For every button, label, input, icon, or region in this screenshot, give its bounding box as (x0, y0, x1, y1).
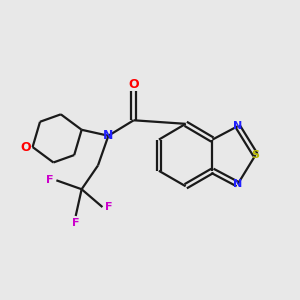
Text: F: F (72, 218, 80, 227)
Text: N: N (233, 121, 242, 131)
Text: F: F (46, 175, 54, 185)
Text: N: N (103, 129, 114, 142)
Text: O: O (128, 78, 139, 91)
Text: N: N (233, 179, 242, 189)
Text: O: O (21, 140, 32, 154)
Text: F: F (105, 202, 113, 212)
Text: S: S (251, 150, 260, 160)
